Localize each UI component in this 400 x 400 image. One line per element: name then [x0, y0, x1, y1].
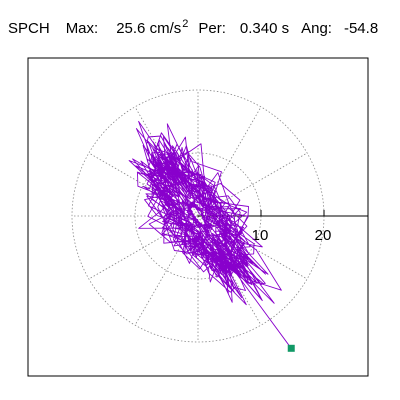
- station-code: SPCH: [8, 20, 50, 37]
- ang-label: Ang:: [301, 20, 332, 37]
- max-unit: cm/s: [149, 20, 182, 37]
- per-unit: s: [281, 20, 290, 37]
- max-label: Max:: [65, 20, 99, 37]
- ring-label-10: 10: [252, 227, 269, 244]
- max-unit-exponent: 2: [182, 18, 189, 30]
- end-marker-group: [287, 344, 295, 352]
- max-value: 25.6: [116, 20, 146, 37]
- per-label: Per:: [198, 20, 226, 37]
- trace-path: [128, 120, 292, 349]
- motion-trace: [128, 120, 292, 349]
- ring-labels: 10 20: [252, 227, 332, 244]
- ang-value: -54.8: [343, 20, 379, 37]
- end-point-marker: [287, 344, 295, 352]
- ring-label-20: 20: [315, 227, 332, 244]
- per-value: 0.340: [239, 20, 278, 37]
- header-readout: SPCH Max: 25.6 cm/s2 Per: 0.340 s Ang: -54.8: [8, 18, 378, 37]
